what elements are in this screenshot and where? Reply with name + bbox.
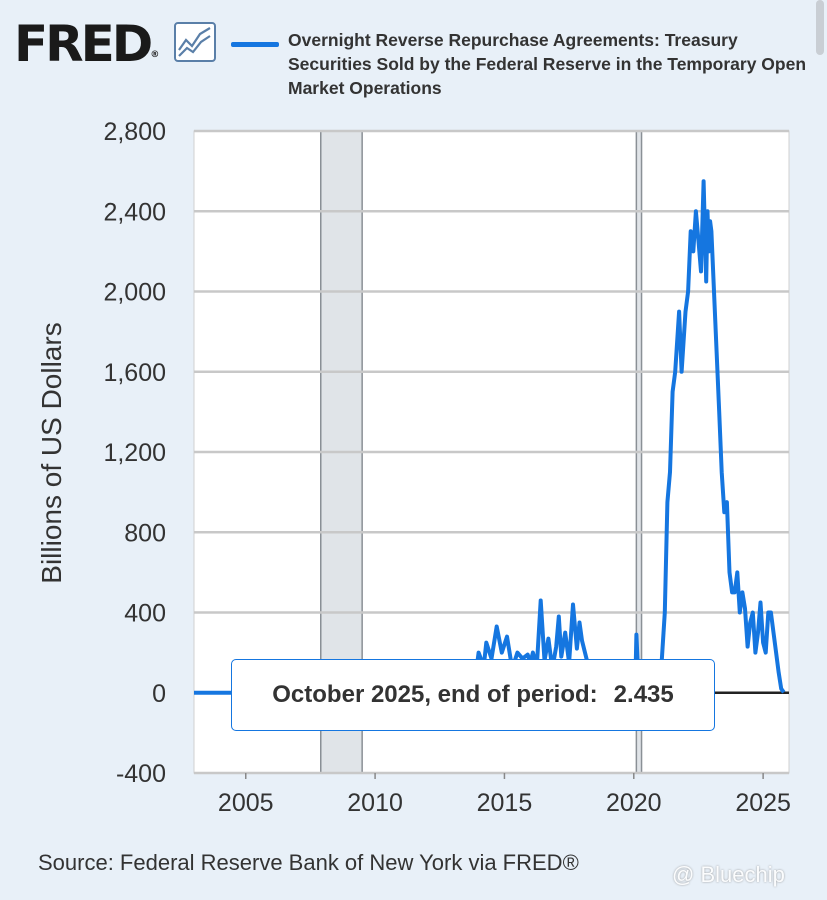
y-tick-label: 2,400 [103, 198, 166, 226]
legend-swatch [231, 42, 279, 47]
line-chart-icon[interactable] [174, 22, 216, 62]
series-title[interactable]: Overnight Reverse Repurchase Agreements:… [288, 30, 807, 98]
y-tick-label: 0 [152, 680, 166, 708]
y-tick-label: 2,000 [103, 279, 166, 307]
x-tick-label: 2010 [347, 789, 403, 817]
tooltip-value: 2.435 [613, 681, 674, 708]
tooltip-label: October 2025, end of period: [272, 681, 598, 708]
y-tick-label: 1,600 [103, 359, 166, 387]
y-tick-label: 800 [124, 519, 166, 547]
data-tooltip: October 2025, end of period: 2.435 [231, 659, 715, 731]
fred-logo[interactable]: FRED® [14, 18, 159, 81]
logo-text: FRED [14, 15, 153, 73]
x-tick-label: 2020 [606, 789, 662, 817]
watermark: @ Bluechip [672, 862, 785, 887]
y-tick-label: 400 [124, 600, 166, 628]
y-tick-label: -400 [116, 760, 166, 788]
scrollbar[interactable] [816, 0, 824, 55]
y-tick-label: 2,800 [103, 118, 166, 146]
logo-registered-mark: ® [150, 50, 160, 60]
source-text: Source: Federal Reserve Bank of New York… [38, 850, 579, 875]
x-tick-label: 2015 [477, 789, 533, 817]
x-tick-label: 2005 [218, 789, 274, 817]
y-tick-label: 1,200 [103, 439, 166, 467]
x-tick-label: 2025 [735, 789, 791, 817]
